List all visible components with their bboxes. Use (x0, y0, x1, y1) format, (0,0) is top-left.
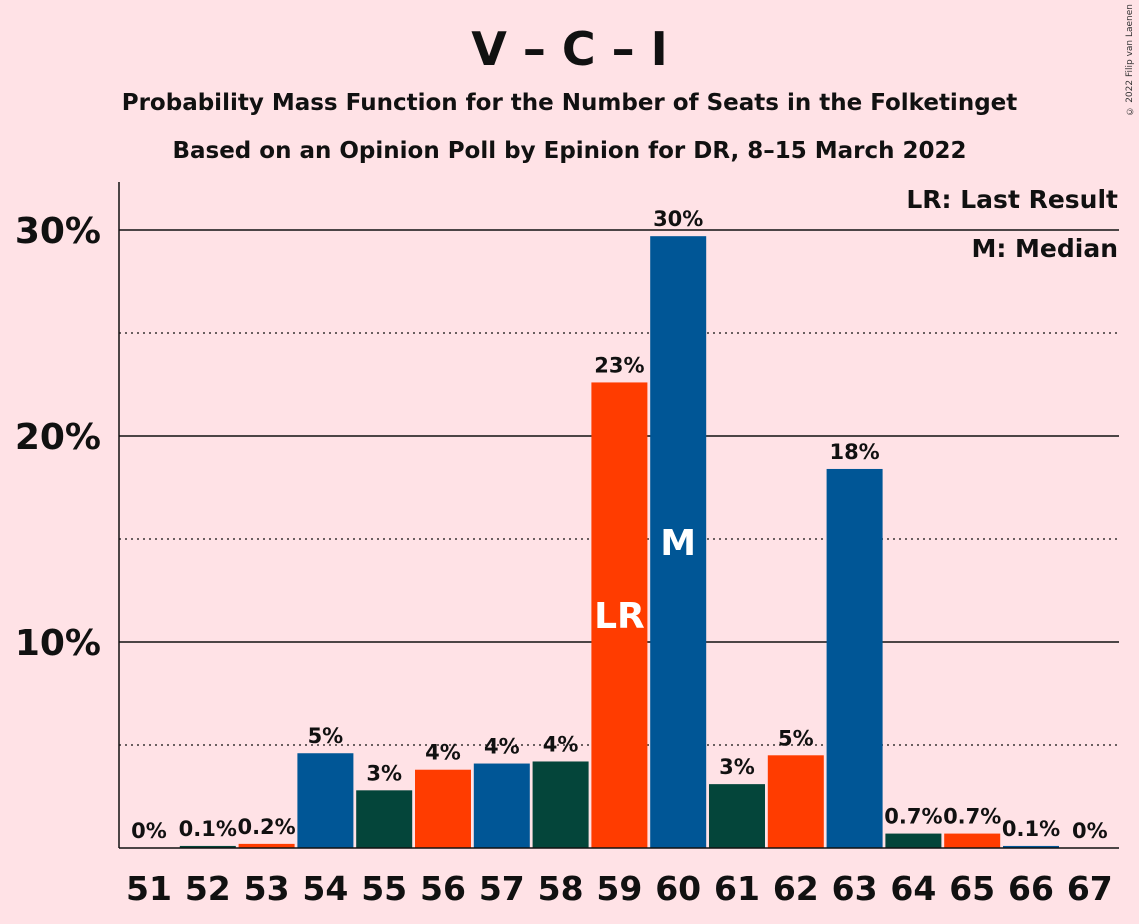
x-tick-label-64: 64 (890, 869, 936, 908)
bar-53 (238, 843, 295, 848)
data-label-51: 0% (131, 819, 167, 843)
labels-layer: 10% 20% 30% 0% 51 0.1% 52 0.2% 53 5% 54 3% 55 4% 56 4% 5… (15, 207, 1113, 908)
x-tick-label-58: 58 (538, 869, 584, 908)
x-tick-label-67: 67 (1067, 869, 1113, 908)
x-tick-label-56: 56 (420, 869, 466, 908)
bar-61 (709, 784, 765, 848)
data-label-66: 0.1% (1002, 817, 1060, 841)
chart-subtitle-poll: Based on an Opinion Poll by Epinion for … (172, 138, 967, 164)
x-tick-label-57: 57 (479, 869, 525, 908)
chart-title: V – C – I (471, 22, 668, 76)
x-tick-label-60: 60 (655, 869, 701, 908)
data-label-55: 3% (366, 761, 402, 785)
legend-last-result: LR: Last Result (906, 185, 1118, 214)
data-label-62: 5% (778, 726, 814, 750)
bar-66 (1003, 845, 1059, 848)
bar-63 (826, 468, 883, 848)
x-tick-label-66: 66 (1008, 869, 1054, 908)
x-tick-label-59: 59 (596, 869, 642, 908)
y-tick-label: 10% (15, 623, 101, 664)
x-tick-label-61: 61 (714, 869, 760, 908)
bar-marker-lr: LR (594, 596, 645, 637)
x-tick-label-65: 65 (949, 869, 995, 908)
data-label-60: 30% (653, 207, 703, 231)
bar-marker-m: M (660, 523, 696, 564)
legend-median: M: Median (971, 234, 1118, 263)
bar-52 (179, 845, 236, 848)
x-tick-label-51: 51 (126, 869, 172, 908)
data-label-67: 0% (1072, 819, 1108, 843)
bars-layer (179, 236, 1059, 848)
x-tick-label-54: 54 (302, 869, 348, 908)
x-tick-label-63: 63 (832, 869, 878, 908)
data-label-54: 5% (308, 724, 344, 748)
x-tick-label-52: 52 (185, 869, 231, 908)
bar-59 (591, 382, 648, 848)
data-label-53: 0.2% (237, 815, 295, 839)
data-label-63: 18% (829, 440, 879, 464)
data-label-65: 0.7% (943, 805, 1001, 829)
data-label-58: 4% (543, 732, 579, 756)
data-label-57: 4% (484, 735, 520, 759)
y-tick-label: 20% (15, 417, 101, 458)
chart-subtitle: Probability Mass Function for the Number… (121, 90, 1018, 116)
bar-58 (532, 761, 589, 848)
bar-60 (650, 236, 707, 848)
data-label-61: 3% (719, 755, 755, 779)
data-label-59: 23% (594, 353, 644, 377)
data-label-52: 0.1% (179, 817, 237, 841)
bar-55 (356, 790, 413, 848)
bar-56 (415, 769, 471, 848)
x-tick-label-53: 53 (244, 869, 290, 908)
bar-54 (297, 753, 354, 848)
x-tick-label-55: 55 (361, 869, 407, 908)
x-tick-label-62: 62 (773, 869, 819, 908)
bar-65 (944, 833, 1001, 848)
y-tick-label: 30% (15, 211, 101, 252)
bar-62 (767, 755, 824, 848)
data-label-64: 0.7% (884, 805, 942, 829)
data-label-56: 4% (425, 741, 461, 765)
bar-64 (885, 833, 942, 848)
bar-57 (473, 763, 530, 848)
